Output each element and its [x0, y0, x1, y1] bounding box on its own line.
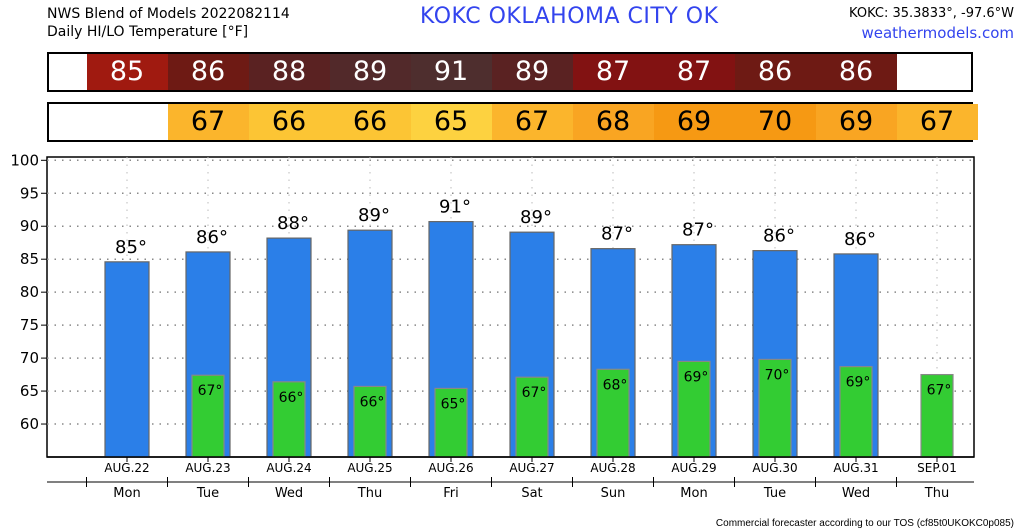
x-weekday-label: Tue — [196, 486, 219, 501]
hi-strip-cell: 86 — [815, 54, 897, 90]
hi-bar-label: 86° — [196, 227, 228, 248]
x-weekday-label: Fri — [443, 486, 459, 501]
lo-bar — [758, 358, 792, 458]
hi-strip-cell: 91 — [410, 54, 492, 90]
lo-strip-cell: 67 — [167, 104, 249, 140]
hi-temp-strip: 85 86 88 89 91 89 87 87 86 86 — [47, 52, 973, 92]
y-tick-label: 60 — [20, 415, 39, 433]
chart-title: NWS Blend of Models 2022082114 — [47, 6, 290, 22]
hi-strip-cell: 89 — [491, 54, 573, 90]
lo-strip-cell: 67 — [491, 104, 573, 140]
station-coords: KOKC: 35.3833°, -97.6°W — [849, 6, 1014, 21]
y-tick-label: 90 — [20, 217, 39, 235]
lo-bar-label: 66° — [279, 390, 304, 406]
x-weekday-label: Thu — [924, 486, 949, 501]
y-tick-label: 75 — [20, 316, 39, 334]
x-tick-label: AUG.30 — [752, 461, 797, 475]
hi-bar-label: 86° — [844, 229, 876, 250]
y-tick-label: 80 — [20, 283, 39, 301]
x-tick-label: AUG.23 — [185, 461, 230, 475]
station-name: KOKC OKLAHOMA CITY OK — [420, 4, 719, 29]
y-tick-label: 65 — [20, 382, 39, 400]
lo-temp-strip: 67 66 66 65 67 68 69 70 69 67 — [47, 102, 978, 142]
lo-bar-label: 69° — [846, 375, 871, 391]
hi-bar-label: 91° — [439, 197, 471, 218]
lo-bar — [596, 368, 630, 458]
lo-bar — [920, 373, 954, 458]
lo-strip-cell: 65 — [410, 104, 492, 140]
lo-bar-label: 70° — [765, 367, 790, 383]
lo-bar — [839, 366, 873, 458]
hi-bar-label: 89° — [520, 207, 552, 228]
hi-bar-label: 86° — [763, 226, 795, 247]
lo-bar — [353, 385, 387, 458]
lo-bar — [677, 360, 711, 458]
x-tick-label: AUG.28 — [590, 461, 635, 475]
hi-strip-cell: 89 — [329, 54, 411, 90]
lo-strip-cell: 69 — [653, 104, 735, 140]
x-tick-label: AUG.31 — [833, 461, 878, 475]
x-weekday-label: Sun — [601, 486, 626, 501]
lo-bar-label: 67° — [198, 383, 223, 399]
hi-strip-cell: 87 — [572, 54, 654, 90]
footer-note: Commercial forecaster according to our T… — [715, 518, 1014, 529]
lo-bar-label: 67° — [927, 383, 952, 399]
lo-strip-cell: 66 — [329, 104, 411, 140]
lo-bar — [191, 374, 225, 458]
lo-bar-label: 69° — [684, 369, 709, 385]
hi-bar-label: 87° — [682, 220, 714, 241]
x-tick-label: AUG.25 — [347, 461, 392, 475]
hi-bar-label: 87° — [601, 224, 633, 245]
lo-strip-cell: 69 — [815, 104, 897, 140]
y-tick-label: 70 — [20, 349, 39, 367]
lo-strip-cell: 67 — [896, 104, 978, 140]
hi-strip-cell: 86 — [167, 54, 249, 90]
hi-bar-label: 88° — [277, 213, 309, 234]
lo-bar — [515, 376, 549, 458]
x-tick-label: AUG.26 — [428, 461, 473, 475]
chart-subtitle: Daily HI/LO Temperature [°F] — [47, 24, 249, 40]
lo-strip-cell: 68 — [572, 104, 654, 140]
y-tick-label: 100 — [10, 151, 39, 169]
x-tick-label: AUG.27 — [509, 461, 554, 475]
lo-bar-label: 68° — [603, 377, 628, 393]
x-weekday-label: Mon — [680, 486, 707, 501]
lo-strip-cell: 66 — [248, 104, 330, 140]
hi-strip-cell: 87 — [653, 54, 735, 90]
x-weekday-label: Wed — [275, 486, 303, 501]
lo-bar-label: 65° — [441, 396, 466, 412]
x-tick-label: AUG.22 — [104, 461, 149, 475]
x-tick-label: AUG.24 — [266, 461, 311, 475]
y-tick-label: 95 — [20, 184, 39, 202]
x-tick-label: AUG.29 — [671, 461, 716, 475]
lo-bar-label: 66° — [360, 394, 385, 410]
x-weekday-label: Mon — [113, 486, 140, 501]
hi-bar — [104, 261, 150, 458]
x-weekday-label: Sat — [521, 486, 542, 501]
hi-strip-cell: 88 — [248, 54, 330, 90]
lo-strip-cell: 70 — [734, 104, 816, 140]
x-weekday-label: Thu — [357, 486, 382, 501]
x-weekday-label: Wed — [842, 486, 870, 501]
hi-bar-label: 85° — [115, 237, 147, 258]
hi-strip-cell: 86 — [734, 54, 816, 90]
site-link[interactable]: weathermodels.com — [861, 24, 1014, 42]
hi-strip-cell: 85 — [86, 54, 168, 90]
y-tick-label: 85 — [20, 250, 39, 268]
x-tick-label: SEP.01 — [917, 461, 957, 475]
lo-bar-label: 67° — [522, 385, 547, 401]
hi-bar-label: 89° — [358, 205, 390, 226]
x-weekday-label: Tue — [763, 486, 786, 501]
